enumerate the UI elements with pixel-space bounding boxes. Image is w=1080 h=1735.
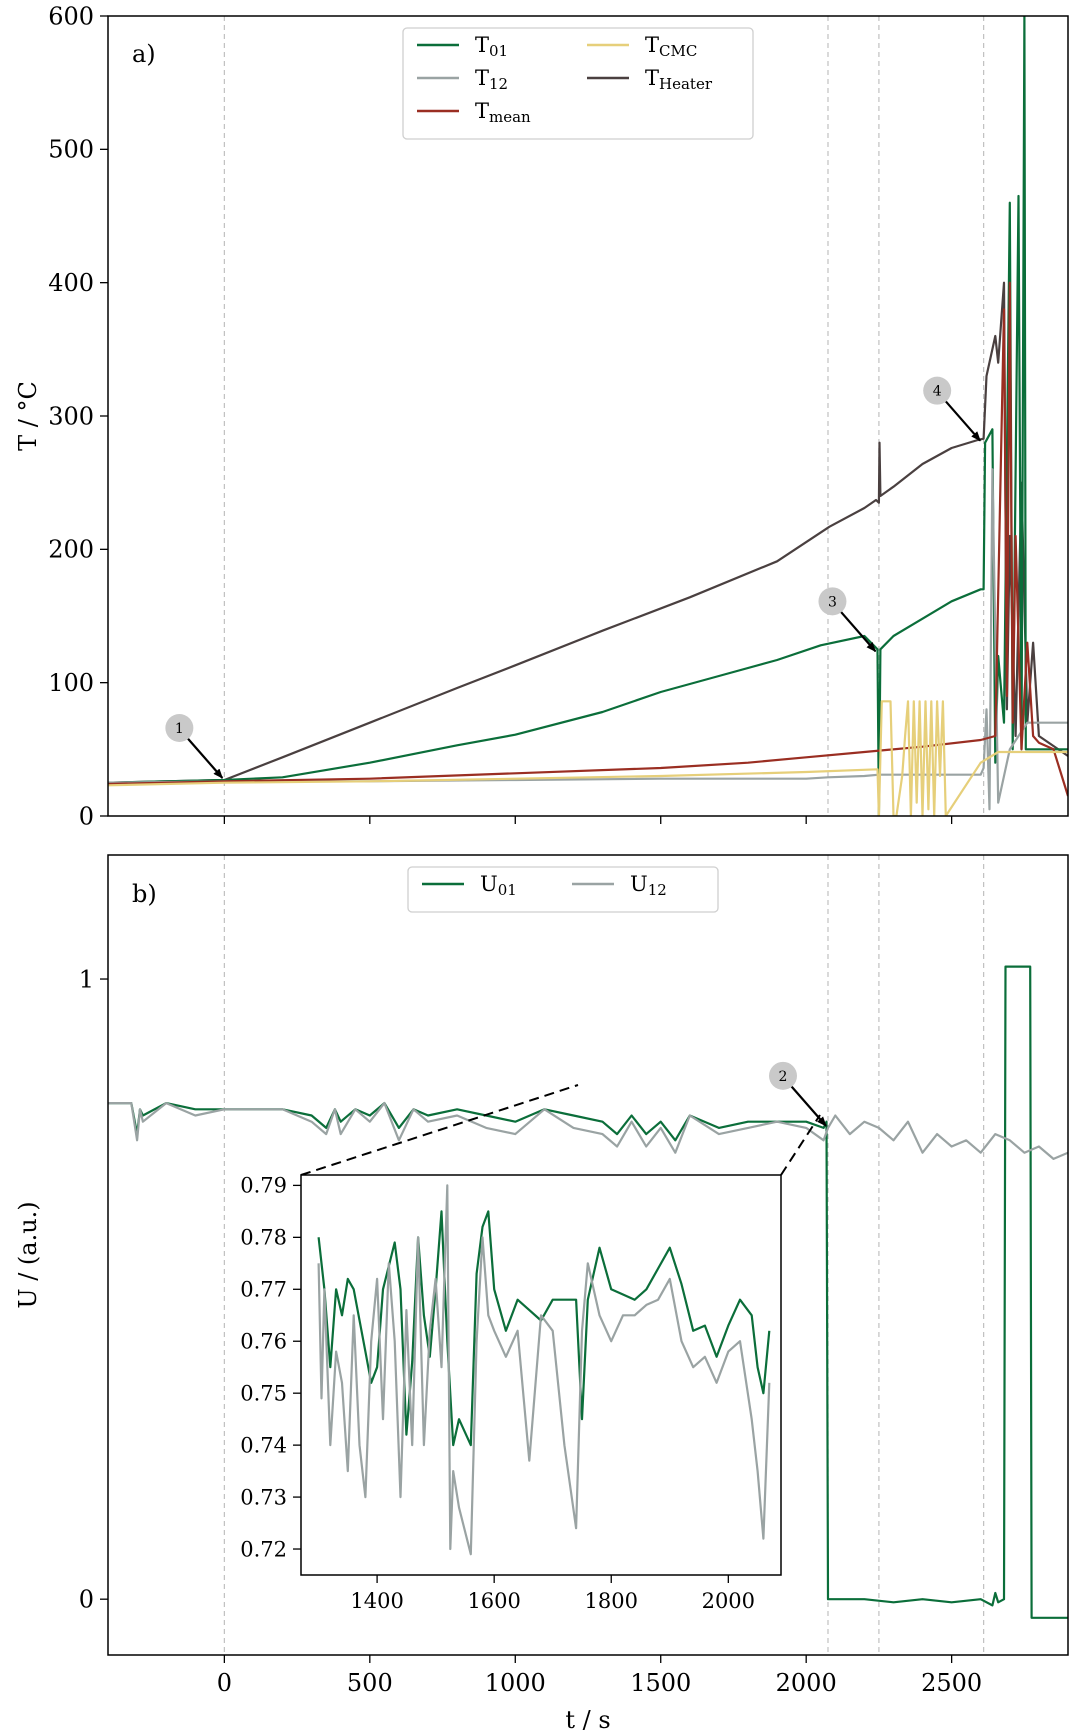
y-tick-label: 0.79 [240, 1174, 287, 1198]
series-line-t01 [317, 1210, 771, 1447]
y-tick-label: 300 [48, 402, 94, 430]
x-tick-label: 2500 [921, 1669, 982, 1697]
y-tick-label: 0.75 [240, 1382, 287, 1406]
y-tick-label: 500 [48, 136, 94, 164]
x-ticks: 0 500 1000 1500 2000 2500 [217, 1655, 982, 1697]
series-line-tmean [108, 281, 1068, 797]
y-tick-label: 1 [79, 965, 94, 993]
panel-label: a) [132, 40, 156, 68]
y-axis-label: U / (a.u.) [14, 1201, 42, 1308]
x-tick-label: 1000 [485, 1669, 546, 1697]
series-line-theater [108, 281, 1068, 784]
annotations: 1 3 4 [165, 376, 982, 779]
panel-b-signal: 0 500 1000 1500 2000 2500 01 b) U / (a.u.) U0… [14, 854, 1069, 1697]
legend-box [402, 27, 754, 140]
y-ticks: 0.72 0.73 0.74 0.75 0.76 0.77 0.78 0.79 [240, 1174, 301, 1561]
series-line-t12 [108, 1101, 1068, 1161]
y-ticks: 0 100 200 300 400 500 600 [48, 2, 108, 830]
x-tick-label: 1500 [630, 1669, 691, 1697]
annotation-marker [818, 587, 847, 616]
annotation-marker [165, 714, 194, 742]
y-tick-label: 0.76 [240, 1330, 287, 1354]
x-ticks [223, 816, 953, 824]
y-ticks: 01 [79, 965, 108, 1614]
annotation-label: 3 [828, 594, 837, 610]
panel-label: b) [132, 880, 157, 908]
annotation-label: 4 [933, 384, 942, 400]
y-tick-label: 0.73 [240, 1485, 287, 1509]
y-axis-label: T / °C [14, 381, 42, 451]
y-tick-label: 0.72 [240, 1537, 287, 1561]
series-group [108, 16, 1068, 816]
annotation-arrow [839, 610, 877, 653]
y-tick-label: 0 [79, 1586, 94, 1614]
inset-zoom: 1400 1600 1800 2000 0.720.730.740.750.760.7… [240, 1174, 782, 1613]
legend: U01 U12 [407, 866, 719, 913]
annotation-marker [923, 376, 952, 405]
series-line-t01 [108, 16, 1068, 816]
x-axis-label: t / s [565, 1706, 610, 1734]
x-ticks: 1400 1600 1800 2000 [350, 1575, 755, 1613]
annotation-marker [769, 1061, 797, 1090]
y-tick-label: 0.77 [240, 1278, 287, 1302]
inset-connector-right [780, 1114, 821, 1176]
x-tick-label: 500 [347, 1669, 393, 1697]
series-line-tcmc [108, 700, 1068, 816]
y-tick-label: 600 [48, 2, 94, 30]
y-tick-label: 0.78 [240, 1226, 287, 1250]
annotations: 2 [769, 1061, 827, 1127]
series-line-t12 [317, 1184, 771, 1556]
x-tick-label: 2000 [776, 1669, 837, 1697]
panel-a-temperature: 0 100 200 300 400 500 600 a) T / °C T01T12Tmea… [14, 2, 1069, 830]
legend-box [407, 866, 719, 913]
y-tick-label: 200 [48, 536, 94, 564]
x-tick-label: 1600 [467, 1589, 520, 1613]
y-tick-label: 400 [48, 269, 94, 297]
inset-connector-left [300, 1084, 579, 1176]
annotation-arrow [186, 737, 224, 779]
annotation-arrow [790, 1085, 827, 1127]
annotation-label: 1 [175, 721, 184, 737]
y-tick-label: 0.74 [240, 1433, 287, 1457]
annotation-label: 2 [779, 1069, 788, 1085]
x-tick-label: 1800 [585, 1589, 638, 1613]
x-tick-label: 0 [217, 1669, 232, 1697]
x-tick-label: 1400 [350, 1589, 403, 1613]
plot-frame [107, 854, 1069, 1656]
inset-frame [300, 1174, 782, 1576]
x-tick-label: 2000 [702, 1589, 755, 1613]
series-group [317, 1184, 771, 1556]
annotation-arrow [944, 399, 982, 442]
y-tick-label: 0 [79, 802, 94, 830]
y-tick-label: 100 [48, 669, 94, 697]
series-group [108, 965, 1068, 1619]
